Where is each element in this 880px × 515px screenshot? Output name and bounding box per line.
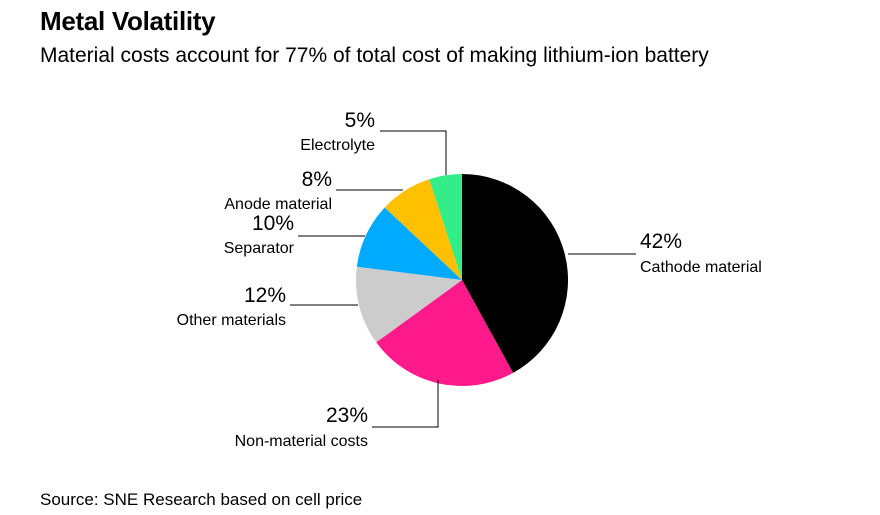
slice-label-other-materials: Other materials: [177, 312, 286, 329]
chart-title: Metal Volatility: [40, 6, 216, 36]
pct-label-anode-material: 8%: [302, 168, 332, 191]
pie-slice-other-materials: [356, 266, 462, 343]
chart-subtitle: Material costs account for 77% of total …: [40, 44, 709, 67]
slice-label-cathode-material: Cathode material: [640, 259, 762, 276]
pct-label-other-materials: 12%: [244, 284, 286, 307]
source-note: Source: SNE Research based on cell price: [40, 490, 363, 509]
pct-label-electrolyte: 5%: [345, 109, 375, 132]
slice-label-separator: Separator: [224, 240, 295, 257]
slice-label-anode-material: Anode material: [224, 196, 332, 213]
pie-slice-non-material-costs: [376, 280, 514, 387]
slice-label-non-material-costs: Non-material costs: [235, 433, 368, 450]
pct-label-separator: 10%: [252, 212, 294, 235]
slice-label-electrolyte: Electrolyte: [300, 137, 375, 154]
pie-slice-anode-material: [384, 179, 462, 280]
pie-slice-separator: [356, 207, 462, 280]
pct-label-non-material-costs: 23%: [326, 404, 368, 427]
leader-line-non-material-costs: [372, 380, 439, 428]
leader-line-electrolyte: [380, 130, 447, 175]
pct-label-cathode-material: 42%: [640, 230, 682, 253]
pie-slice-cathode-material: [462, 174, 569, 373]
pie-slice-electrolyte: [429, 174, 462, 280]
